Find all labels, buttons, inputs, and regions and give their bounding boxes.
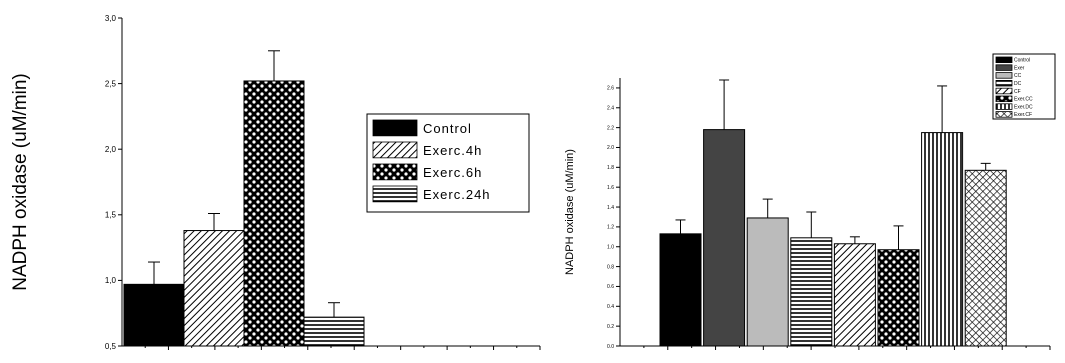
bar-dc <box>790 237 833 347</box>
y-tick-label: 0.0 <box>607 344 614 350</box>
chart-left: 0,5 1,0 1,5 2,0 2,5 3,0 NADPH oxidase (uM/min)… <box>10 14 541 351</box>
bar-cf <box>833 243 876 347</box>
legend-swatch <box>995 95 1013 103</box>
y-tick-label: 1.4 <box>607 205 614 211</box>
legend-label: DC <box>1014 81 1022 87</box>
legend: Control Exerc.4h Exerc.6h Exerc.24h <box>366 113 530 213</box>
legend-swatch <box>995 56 1013 64</box>
legend-swatch <box>995 111 1013 118</box>
legend-label: Exerc.6h <box>423 165 482 180</box>
y-tick-label: 2,5 <box>105 79 117 88</box>
bar-exer <box>703 129 746 347</box>
legend-swatch <box>372 163 418 181</box>
y-tick-label: 2.6 <box>607 86 614 92</box>
y-tick-label: 2.2 <box>607 125 614 131</box>
y-tick-label: 1.8 <box>607 165 614 171</box>
legend-label: CC <box>1014 73 1022 79</box>
bar-exerc-4h <box>183 230 245 347</box>
y-tick-label: 0.6 <box>607 284 614 290</box>
bar-exer-cf <box>964 169 1007 347</box>
legend-label: Exerc.24h <box>423 187 491 202</box>
legend-swatch <box>372 119 418 137</box>
legend-swatch <box>995 87 1013 95</box>
legend-label: Control <box>1014 58 1030 64</box>
y-tick-label: 0,5 <box>105 342 117 351</box>
legend-label: Exer <box>1014 65 1025 71</box>
y-tick-label: 3,0 <box>105 14 117 23</box>
chart-right: 0.0 0.2 0.4 0.6 0.8 1.0 1.2 1.4 1.6 1.8 2.0 2.2 2.4 2… <box>564 53 1056 350</box>
legend-label: CF <box>1014 89 1021 95</box>
y-tick-label: 0.2 <box>607 324 614 330</box>
bar-cc <box>746 217 789 347</box>
y-tick-label: 2,0 <box>105 145 117 154</box>
y-tick-label: 1,5 <box>105 211 117 220</box>
legend-swatch <box>995 80 1013 87</box>
y-tick-label: 0.4 <box>607 304 614 310</box>
legend-swatch <box>995 103 1013 110</box>
legend-swatch <box>372 185 418 203</box>
y-tick-label: 1.0 <box>607 244 614 250</box>
legend-label: Exer.DC <box>1014 104 1033 110</box>
y-axis-label: NADPH oxidase (uM/min) <box>564 149 576 275</box>
bar-exerc-6h <box>243 80 305 347</box>
legend-swatch <box>995 72 1013 79</box>
y-axis-label: NADPH oxidase (uM/min) <box>10 73 31 291</box>
y-tick-label: 2.0 <box>607 145 614 151</box>
legend-swatch <box>995 64 1013 71</box>
bar-control <box>123 283 185 347</box>
bar-control <box>659 233 702 347</box>
bar-exer-cc <box>877 249 920 347</box>
y-tick-label: 0.8 <box>607 264 614 270</box>
y-tick-label: 1,0 <box>105 276 117 285</box>
y-tick-label: 1.6 <box>607 185 614 191</box>
bar-exerc-24h <box>303 316 365 347</box>
legend-label: Control <box>423 121 472 136</box>
bar-exer-dc <box>921 132 964 347</box>
legend-label: Exer.CF <box>1014 112 1032 118</box>
y-tick-label: 1.2 <box>607 225 614 231</box>
legend-label: Exer.CC <box>1014 97 1033 103</box>
y-tick-label: 2.4 <box>607 106 614 112</box>
legend-swatch <box>372 141 418 159</box>
legend-label: Exerc.4h <box>423 143 482 158</box>
